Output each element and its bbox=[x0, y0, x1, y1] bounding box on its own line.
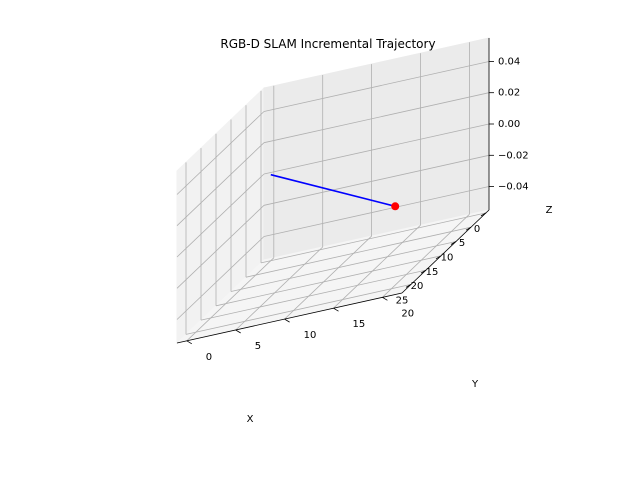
x-gridline-floor bbox=[215, 255, 442, 307]
z-tick-label: −0.02 bbox=[498, 150, 529, 161]
z-tick-label: 0.04 bbox=[498, 57, 520, 68]
x-gridline-floor bbox=[200, 269, 427, 321]
z-gridline-xwall bbox=[176, 236, 265, 320]
y-tick-label: 15 bbox=[353, 319, 366, 330]
x-tick-label: 10 bbox=[441, 253, 454, 264]
z-gridline-xwall bbox=[176, 205, 265, 289]
x-tick-mark bbox=[405, 284, 412, 288]
y-axis-line bbox=[176, 292, 403, 344]
y-gridline-floor bbox=[235, 246, 323, 331]
y-tick-mark bbox=[235, 329, 241, 334]
x-tick-mark bbox=[480, 212, 487, 217]
z-gridline-ywall bbox=[263, 92, 490, 144]
z-gridline-ywall bbox=[263, 61, 490, 112]
y-tick-mark bbox=[284, 318, 290, 323]
z-axis-label: Z bbox=[546, 205, 553, 216]
y-tick-mark bbox=[382, 296, 388, 301]
plot-series bbox=[270, 173, 400, 211]
y-gridline-floor bbox=[333, 224, 421, 309]
x-tick-label: 0 bbox=[474, 224, 480, 235]
x-axis-label: X bbox=[247, 414, 254, 425]
x-gridline-floor bbox=[245, 226, 472, 278]
x-tick-label: 15 bbox=[426, 267, 439, 278]
y-tick-label: 10 bbox=[304, 330, 317, 341]
x-tick-label: 20 bbox=[411, 281, 424, 292]
z-gridline-xwall bbox=[176, 111, 265, 195]
y-tick-mark bbox=[333, 307, 339, 312]
z-tick-label: −0.04 bbox=[498, 182, 529, 193]
x-tick-label: 5 bbox=[459, 238, 465, 249]
x-tick-mark bbox=[465, 226, 472, 231]
z-tick-label: 0.02 bbox=[498, 88, 520, 99]
x-gridline-floor bbox=[185, 284, 412, 335]
axes-ticks bbox=[186, 61, 494, 345]
x-axis-line bbox=[401, 209, 490, 294]
z-gridline-ywall bbox=[263, 186, 490, 237]
x-gridline-floor bbox=[260, 212, 487, 264]
x-tick-mark bbox=[435, 255, 442, 260]
axes-gridlines bbox=[176, 42, 490, 342]
z-gridline-xwall bbox=[176, 142, 265, 226]
y-tick-label: 20 bbox=[401, 308, 414, 319]
z-tick-label: 0.00 bbox=[498, 119, 520, 130]
y-gridline-floor bbox=[382, 214, 470, 298]
y-axis-label: Y bbox=[471, 379, 479, 390]
x-tick-mark bbox=[450, 241, 457, 245]
x-tick-label: 25 bbox=[396, 295, 409, 306]
trajectory-line bbox=[270, 173, 396, 208]
z-gridline-ywall bbox=[263, 154, 490, 206]
z-gridline-xwall bbox=[176, 173, 265, 258]
chart-title: RGB-D SLAM Incremental Trajectory bbox=[220, 37, 435, 51]
x-tick-mark bbox=[420, 269, 427, 274]
current-position-marker bbox=[391, 202, 400, 211]
y-gridline-floor bbox=[284, 235, 372, 320]
y-tick-mark bbox=[186, 340, 193, 345]
y-tick-label: 0 bbox=[206, 352, 212, 363]
z-gridline-ywall bbox=[263, 123, 490, 175]
y-gridline-floor bbox=[186, 257, 275, 342]
x-gridline-floor bbox=[230, 241, 457, 292]
y-tick-label: 5 bbox=[255, 341, 261, 352]
